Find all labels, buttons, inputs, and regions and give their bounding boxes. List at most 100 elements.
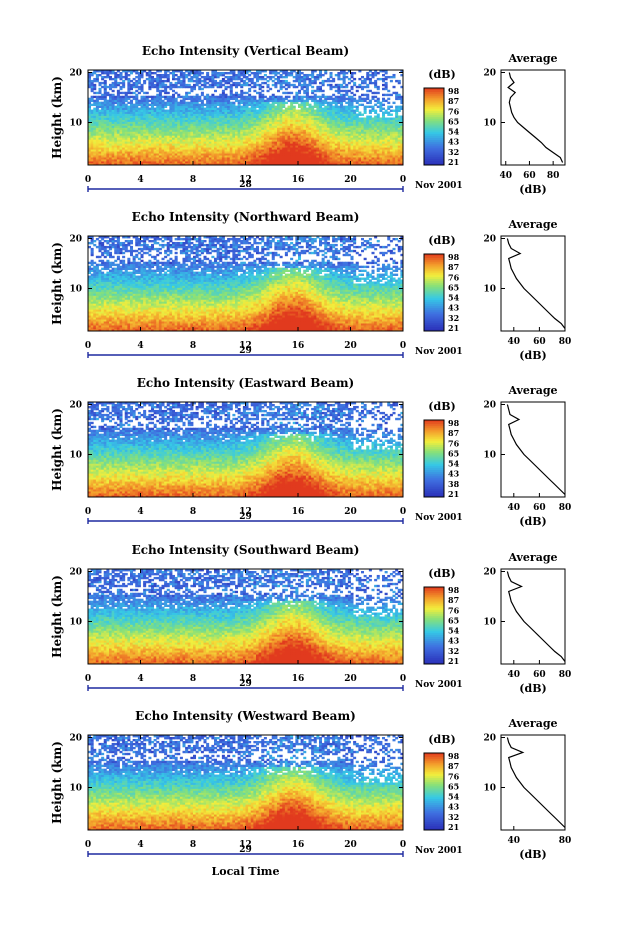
month-label: Nov 2001: [415, 680, 463, 690]
month-label: Nov 2001: [415, 347, 463, 357]
x-tick-label: 0: [85, 840, 91, 850]
profile-frame: [501, 569, 565, 664]
profile-frame: [501, 402, 565, 497]
colorbar-tick-label: 21: [448, 323, 459, 333]
colorbar-tick-label: 76: [448, 771, 460, 781]
date-label: 29: [239, 679, 252, 689]
x-tick-label: 8: [190, 840, 196, 850]
profile-title: Average: [507, 551, 557, 564]
x-tick-label: 20: [344, 674, 357, 684]
colorbar-tick-label: 54: [448, 293, 460, 303]
colorbar-tick-label: 43: [448, 636, 460, 646]
y-tick-label: 10: [69, 119, 82, 129]
x-tick-label: 8: [190, 507, 196, 517]
colorbar-tick-label: 98: [448, 751, 460, 761]
profile-x-tick-label: 60: [533, 503, 546, 513]
colorbar-tick-label: 32: [448, 812, 459, 822]
x-tick-label: 8: [190, 175, 196, 185]
colorbar-unit: (dB): [428, 68, 455, 81]
profile-x-tick-label: 40: [508, 836, 521, 846]
x-tick-label: 20: [344, 175, 357, 185]
month-label: Nov 2001: [415, 513, 463, 523]
x-tick-label: 0: [85, 175, 91, 185]
x-axis-label: Local Time: [212, 865, 280, 878]
x-tick-label: 8: [190, 674, 196, 684]
colorbar-tick-label: 54: [448, 127, 460, 137]
profile-x-tick-label: 60: [533, 337, 546, 347]
x-tick-label: 16: [292, 674, 305, 684]
panel-title: Echo Intensity (Vertical Beam): [142, 44, 349, 58]
y-axis-label: Height (km): [50, 76, 64, 159]
profile-line: [507, 405, 565, 495]
panel-3: Echo Intensity (Eastward Beam)0 4 8 12 16 20 0…: [50, 376, 571, 528]
colorbar-tick-label: 43: [448, 802, 460, 812]
x-tick-label: 0: [85, 674, 91, 684]
colorbar-tick-label: 87: [448, 262, 459, 272]
y-axis-label: Height (km): [50, 741, 64, 824]
profile-line: [507, 239, 565, 329]
x-tick-label: 20: [344, 507, 357, 517]
profile-x-tick-label: 40: [508, 337, 521, 347]
colorbar-tick-label: 98: [448, 418, 460, 428]
colorbar-tick-label: 43: [448, 469, 460, 479]
colorbar-unit: (dB): [428, 234, 455, 247]
colorbar-unit: (dB): [428, 733, 455, 746]
colorbar-unit: (dB): [428, 400, 455, 413]
x-tick-label: 20: [344, 341, 357, 351]
profile-x-tick-label: 40: [508, 670, 521, 680]
profile-y-tick-label: 10: [483, 784, 496, 794]
profile-y-tick-label: 20: [483, 568, 496, 578]
colorbar-tick-label: 65: [448, 282, 459, 292]
colorbar-tick-label: 21: [448, 157, 459, 167]
x-tick-label: 4: [137, 840, 143, 850]
profile-x-tick-label: 40: [499, 171, 512, 181]
colorbar-tick-label: 76: [448, 272, 460, 282]
profile-y-tick-label: 10: [483, 285, 496, 295]
colorbar-tick-label: 54: [448, 792, 460, 802]
colorbar-tick-label: 65: [448, 615, 459, 625]
profile-x-tick-label: 80: [559, 670, 572, 680]
colorbar: [424, 753, 444, 830]
profile-y-tick-label: 20: [483, 401, 496, 411]
profile-line: [508, 73, 562, 163]
x-tick-label: 16: [292, 840, 305, 850]
colorbar-tick-label: 54: [448, 626, 460, 636]
colorbar-unit: (dB): [428, 567, 455, 580]
profile-x-tick-label: 60: [533, 670, 546, 680]
profile-frame: [501, 236, 565, 331]
profile-x-tick-label: 80: [559, 836, 572, 846]
colorbar-tick-label: 38: [448, 479, 460, 489]
colorbar-tick-label: 43: [448, 137, 460, 147]
colorbar-tick-label: 98: [448, 86, 460, 96]
profile-frame: [501, 70, 565, 165]
colorbar-tick-label: 32: [448, 313, 459, 323]
x-tick-label: 0: [400, 175, 406, 185]
date-label: 29: [239, 845, 252, 855]
date-label: 28: [239, 180, 252, 190]
panel-title: Echo Intensity (Eastward Beam): [137, 376, 354, 390]
profile-title: Average: [507, 218, 557, 231]
month-label: Nov 2001: [415, 846, 463, 856]
colorbar-tick-label: 87: [448, 595, 459, 605]
y-tick-label: 10: [69, 285, 82, 295]
colorbar-tick-label: 43: [448, 303, 460, 313]
profile-title: Average: [507, 52, 557, 65]
y-tick-label: 20: [69, 734, 82, 744]
panel-title: Echo Intensity (Southward Beam): [132, 543, 360, 557]
y-tick-label: 10: [69, 784, 82, 794]
colorbar-tick-label: 32: [448, 646, 459, 656]
colorbar-tick-label: 87: [448, 761, 459, 771]
panel-5: Echo Intensity (Westward Beam)0 4 8 12 16 20 0…: [50, 709, 571, 878]
panel-1: Echo Intensity (Vertical Beam)0 4 8 12 16 20 0…: [50, 44, 565, 196]
profile-y-tick-label: 20: [483, 69, 496, 79]
colorbar-tick-label: 87: [448, 428, 459, 438]
profile-x-label: (dB): [519, 349, 546, 362]
colorbar-tick-label: 76: [448, 106, 460, 116]
y-tick-label: 10: [69, 618, 82, 628]
colorbar: [424, 587, 444, 664]
colorbar-tick-label: 54: [448, 459, 460, 469]
heatmap-cells: [88, 236, 403, 331]
colorbar-tick-label: 65: [448, 116, 459, 126]
y-axis-label: Height (km): [50, 575, 64, 658]
